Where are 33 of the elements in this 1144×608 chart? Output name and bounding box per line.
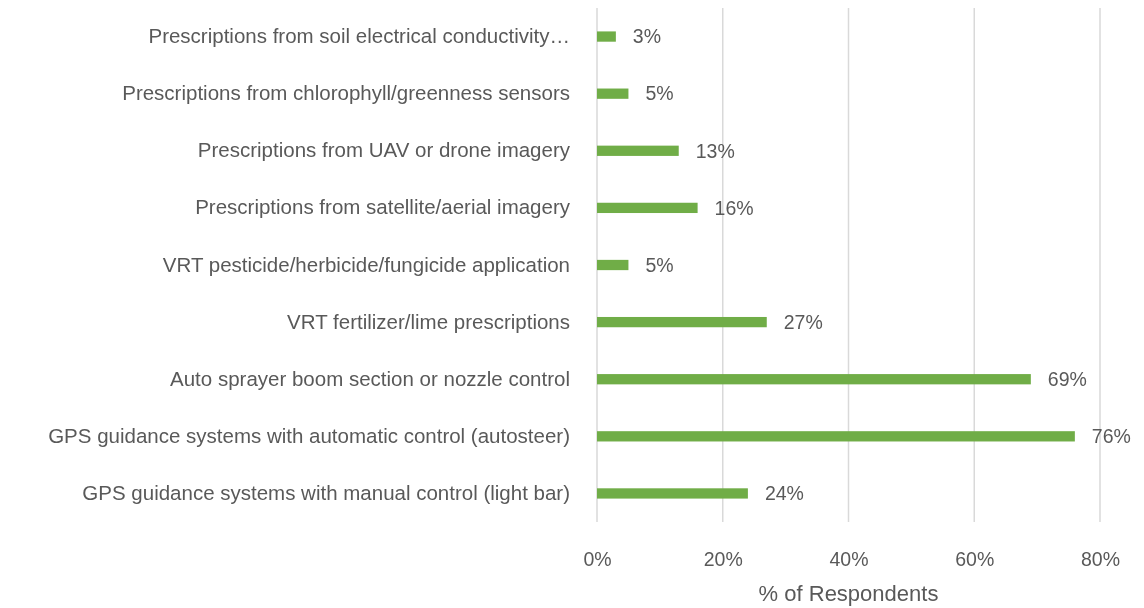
bar <box>597 431 1075 442</box>
y-tick-label: Prescriptions from UAV or drone imagery <box>197 138 571 162</box>
y-tick-label: VRT fertilizer/lime prescriptions <box>287 309 570 333</box>
y-tick-label: Prescriptions from satellite/aerial imagery <box>195 195 571 219</box>
y-tick-label: GPS guidance systems with manual control (light bar) <box>82 481 570 504</box>
x-tick-label: 80% <box>1080 547 1121 570</box>
bar <box>597 488 748 499</box>
y-tick-label: Prescriptions from chlorophyll/greenness sensors <box>122 81 570 105</box>
y-tick-label: VRT pesticide/herbicide/fungicide application <box>162 252 570 276</box>
data-label: 5% <box>645 82 674 105</box>
data-label: 69% <box>1047 368 1087 391</box>
x-tick-label: 0% <box>583 547 612 570</box>
x-axis-title: % of Respondents <box>758 581 939 606</box>
x-tick-label: 20% <box>703 547 743 570</box>
data-label: 27% <box>783 310 823 333</box>
y-tick-label: Prescriptions from soil electrical conductivity… <box>148 24 570 48</box>
x-tick-label: 60% <box>955 547 995 570</box>
y-tick-label: Auto sprayer boom section or nozzle control <box>170 366 570 390</box>
bar <box>597 31 616 42</box>
data-label: 5% <box>645 253 674 276</box>
x-tick-label: 40% <box>829 547 869 570</box>
data-label: 76% <box>1091 425 1131 448</box>
bar <box>597 145 679 156</box>
data-label: 3% <box>632 25 662 48</box>
bar <box>597 88 629 99</box>
bar <box>597 202 698 214</box>
data-label: 16% <box>714 196 754 219</box>
bar <box>597 259 629 271</box>
data-label: 24% <box>764 482 804 505</box>
y-tick-label: GPS guidance systems with automatic control (autosteer) <box>48 423 570 447</box>
bar <box>597 316 767 328</box>
data-label: 13% <box>695 139 735 162</box>
bar <box>597 374 1031 385</box>
